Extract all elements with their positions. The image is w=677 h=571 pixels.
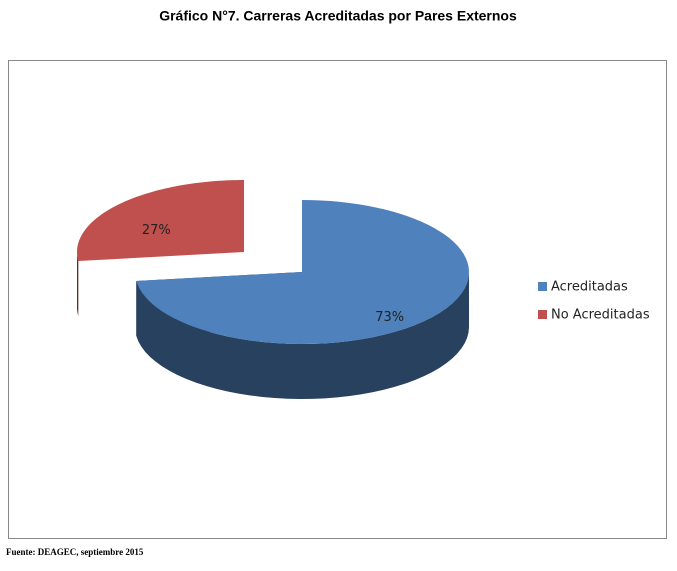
slice: [77, 180, 244, 262]
legend-label: Acreditadas: [551, 280, 628, 295]
source-note: Fuente: DEAGEC, septiembre 2015: [6, 547, 144, 557]
slice: [136, 200, 469, 344]
legend-label: No Acreditadas: [551, 308, 650, 323]
data-label: 73%: [375, 310, 404, 325]
legend-swatch: [538, 310, 547, 319]
slice-side: [77, 252, 79, 317]
chart-title: Gráfico N°7. Carreras Acreditadas por Pa…: [159, 8, 517, 24]
data-label: 27%: [142, 223, 171, 238]
slice-side: [136, 272, 470, 399]
legend-swatch: [538, 282, 547, 291]
